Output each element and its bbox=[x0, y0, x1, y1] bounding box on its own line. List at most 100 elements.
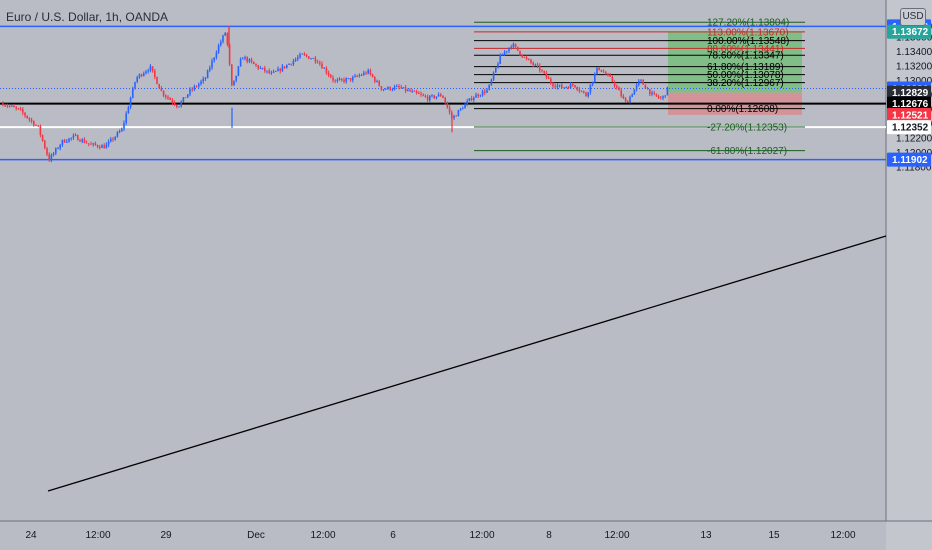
candle-body bbox=[264, 67, 266, 72]
candle-body bbox=[167, 96, 169, 99]
candle-body bbox=[552, 83, 554, 87]
candle-body bbox=[281, 66, 284, 72]
candle-body bbox=[541, 70, 543, 72]
candle-body bbox=[268, 70, 270, 74]
candle-body bbox=[466, 101, 468, 105]
candle-body bbox=[24, 112, 26, 116]
candle-body bbox=[451, 112, 453, 119]
candle-body bbox=[33, 121, 35, 126]
candle-body bbox=[145, 71, 147, 74]
candle-body bbox=[336, 79, 339, 81]
candle-body bbox=[635, 84, 638, 90]
candle-body bbox=[391, 89, 394, 91]
candle-body bbox=[550, 78, 552, 84]
candle-body bbox=[187, 94, 189, 98]
candle-body bbox=[4, 105, 6, 107]
fib-level-label: 50.00%(1.13078) bbox=[707, 70, 784, 81]
candle-body bbox=[200, 81, 202, 84]
candle-body bbox=[580, 90, 583, 92]
candle-body bbox=[270, 72, 273, 74]
candle-body bbox=[400, 87, 402, 89]
candle-body bbox=[360, 74, 363, 76]
candle-body bbox=[627, 101, 629, 103]
candle-body bbox=[508, 47, 510, 52]
candle-body bbox=[660, 97, 662, 99]
candle-body bbox=[169, 98, 171, 101]
price-badge-label: 1.12829 bbox=[892, 88, 929, 99]
candle-body bbox=[444, 97, 446, 103]
candle-body bbox=[618, 87, 620, 91]
candle-body bbox=[572, 84, 574, 86]
candle-body bbox=[459, 108, 462, 111]
candle-body bbox=[92, 143, 94, 145]
candle-body bbox=[616, 86, 618, 88]
x-tick-label: 13 bbox=[700, 530, 712, 541]
candle-body bbox=[602, 71, 605, 73]
x-tick-label: 12:00 bbox=[604, 530, 629, 541]
candle-body bbox=[594, 73, 596, 82]
candle-body bbox=[605, 72, 607, 75]
candle-body bbox=[657, 96, 660, 98]
candle-body bbox=[99, 146, 101, 148]
candle-body bbox=[429, 95, 431, 101]
candle-body bbox=[640, 80, 642, 81]
y-tick-label: 1.12200 bbox=[896, 134, 932, 145]
candle-body bbox=[363, 72, 365, 75]
candle-body bbox=[629, 96, 631, 103]
candle-body bbox=[118, 131, 121, 133]
candle-body bbox=[165, 95, 167, 97]
candle-body bbox=[558, 84, 561, 86]
candle-body bbox=[303, 53, 306, 55]
candle-body bbox=[536, 64, 539, 66]
candle-body bbox=[28, 117, 31, 120]
candle-body bbox=[66, 141, 68, 143]
candle-body bbox=[481, 91, 484, 96]
candle-body bbox=[448, 107, 451, 113]
candle-body bbox=[624, 98, 627, 102]
candle-body bbox=[587, 92, 589, 97]
candle-body bbox=[387, 86, 389, 90]
currency-badge[interactable]: USD bbox=[900, 8, 926, 26]
candle-body bbox=[330, 75, 332, 78]
candle-body bbox=[96, 145, 99, 147]
candle-body bbox=[402, 87, 405, 89]
candle-body bbox=[61, 139, 64, 145]
candle-body bbox=[143, 73, 145, 76]
candle-body bbox=[347, 78, 350, 79]
candle-body bbox=[312, 58, 314, 59]
candle-body bbox=[457, 110, 460, 116]
candle-body bbox=[492, 72, 495, 80]
candle-body bbox=[246, 57, 248, 62]
candle-body bbox=[316, 61, 319, 63]
candle-body bbox=[367, 69, 369, 74]
candle-body bbox=[404, 87, 407, 91]
candle-body bbox=[501, 54, 504, 56]
fib-level-label: 78.60%(1.13347) bbox=[707, 51, 784, 62]
candle-body bbox=[345, 78, 347, 82]
x-tick-label: 29 bbox=[160, 530, 172, 541]
fib-level-label: -61.80%(1.12027) bbox=[707, 146, 787, 157]
candle-body bbox=[52, 153, 55, 155]
candle-body bbox=[503, 51, 506, 55]
candle-body bbox=[646, 88, 649, 90]
candle-body bbox=[156, 76, 158, 85]
candle-body bbox=[110, 138, 112, 142]
candle-body bbox=[6, 105, 9, 107]
candle-body bbox=[224, 33, 226, 36]
candle-body bbox=[147, 70, 149, 72]
candle-body bbox=[39, 126, 42, 136]
candle-body bbox=[11, 105, 13, 107]
candle-body bbox=[213, 57, 215, 61]
candle-body bbox=[294, 59, 297, 61]
candle-body bbox=[319, 62, 321, 64]
y-tick-label: 1.13200 bbox=[896, 61, 932, 72]
candle-body bbox=[440, 94, 442, 96]
candle-body bbox=[253, 61, 255, 65]
candle-body bbox=[468, 98, 471, 102]
candle-body bbox=[644, 84, 647, 89]
candle-body bbox=[495, 67, 497, 73]
candle-body bbox=[525, 57, 528, 59]
candle-body bbox=[125, 113, 127, 123]
candle-body bbox=[101, 145, 103, 148]
